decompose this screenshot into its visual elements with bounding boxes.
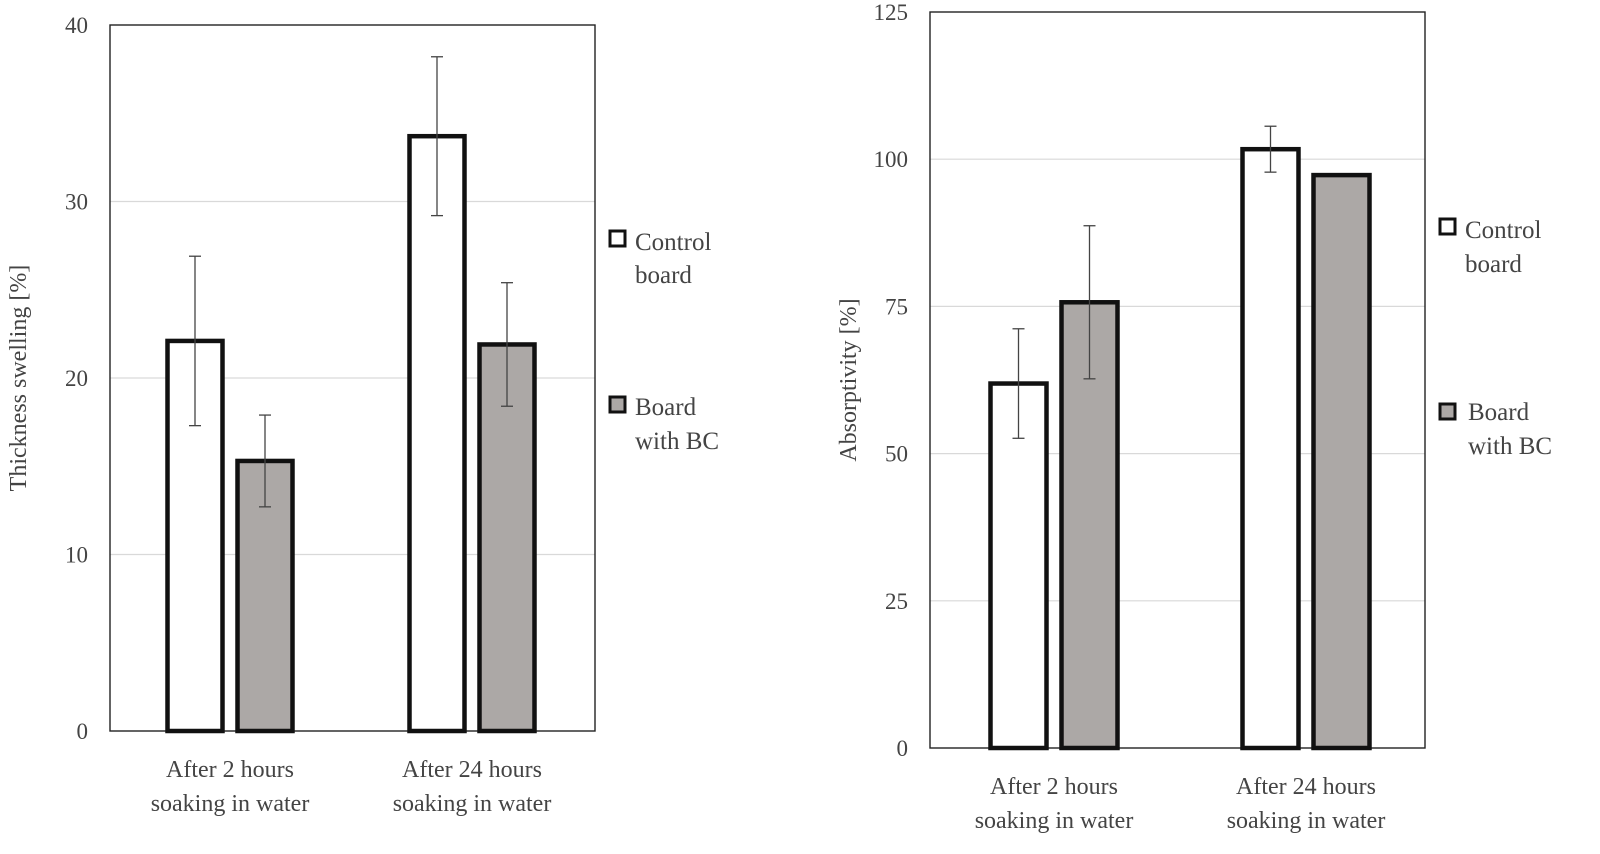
y-tick-label: 125: [874, 0, 909, 25]
legend-label: board: [635, 262, 692, 289]
x-category-label: After 2 hours: [166, 757, 294, 783]
y-tick-label: 0: [897, 736, 909, 761]
y-tick-label: 20: [65, 366, 88, 391]
legend-label: Control: [635, 229, 711, 256]
plot-frame: [109, 24, 596, 732]
y-tick-label: 0: [77, 719, 89, 744]
x-category-label: soaking in water: [393, 791, 552, 817]
legend-label: Board: [1468, 399, 1530, 426]
legend-label: with BC: [1468, 433, 1552, 460]
y-axis-label: Thickness swelling [%]: [6, 265, 32, 492]
y-tick-label: 100: [874, 147, 909, 172]
bar-board-with-bc: [477, 342, 537, 734]
x-category-label: After 2 hours: [990, 774, 1118, 800]
legend-label: Board: [635, 394, 697, 421]
legend-label: with BC: [635, 428, 719, 455]
legend-swatch: [1438, 402, 1457, 421]
legend-swatch: [1438, 217, 1457, 236]
legend-label: Control: [1465, 217, 1541, 244]
bar-board-with-bc: [1311, 172, 1372, 751]
y-axis-label: Absorptivity [%]: [836, 298, 862, 461]
y-tick-label: 25: [885, 589, 908, 614]
x-category-label: After 24 hours: [1236, 774, 1376, 800]
x-category-label: soaking in water: [975, 808, 1134, 834]
y-tick-label: 40: [65, 13, 88, 38]
legend-label: board: [1465, 251, 1522, 278]
bar-control-board: [407, 133, 467, 734]
chart-2: 0 25 50 75 100 125 After 2 hours soaking in wat…: [836, 0, 1552, 834]
y-tick-label: 30: [65, 190, 88, 215]
x-category-label: soaking in water: [1227, 808, 1386, 834]
y-tick-label: 75: [885, 294, 908, 319]
y-tick-label: 10: [65, 543, 88, 568]
legend-swatch: [608, 395, 627, 414]
chart-1: 0 10 20 30 40 After 2 hours soaking in water Af…: [6, 13, 719, 817]
legend-swatch: [608, 229, 627, 248]
bar-control-board: [988, 381, 1049, 751]
x-category-label: soaking in water: [151, 791, 310, 817]
bar-control-board: [1240, 146, 1301, 751]
y-tick-label: 50: [885, 442, 908, 467]
x-category-label: After 24 hours: [402, 757, 542, 783]
plot-frame: [929, 11, 1426, 749]
